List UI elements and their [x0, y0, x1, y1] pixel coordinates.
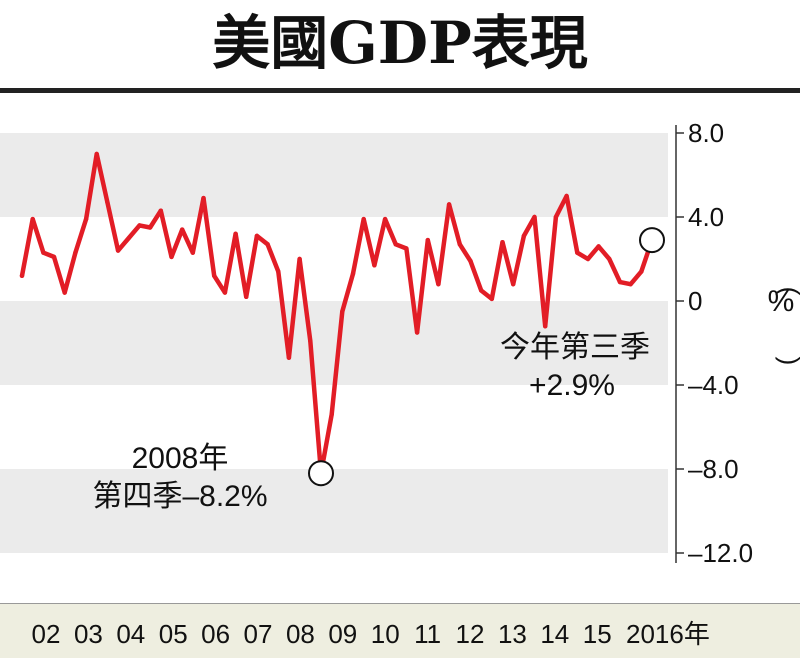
data-point: [83, 216, 89, 222]
data-point: [265, 242, 270, 247]
data-point: [457, 242, 462, 247]
data-point: [553, 214, 559, 220]
data-point: [596, 244, 601, 249]
x-tick-label: 03: [74, 619, 103, 649]
x-tick-label: 05: [159, 619, 188, 649]
unit-paren-open: (: [775, 287, 800, 296]
x-tick-label: 10: [371, 619, 400, 649]
latest-callout-circle: [639, 227, 665, 254]
data-point: [468, 258, 473, 264]
data-point: [126, 235, 131, 241]
data-point: [19, 273, 25, 278]
data-point: [446, 202, 452, 207]
data-point: [297, 256, 302, 262]
low-callout-circle: [308, 460, 334, 487]
data-point: [147, 225, 153, 230]
data-point: [628, 282, 633, 287]
data-point: [500, 240, 505, 245]
unit-label: %: [768, 285, 795, 318]
x-tick-label: 07: [244, 619, 273, 649]
x-tick-label: 11: [414, 619, 441, 649]
data-point: [169, 254, 174, 260]
y-tick-label: 0: [688, 286, 702, 316]
x-tick-label: 15: [583, 619, 612, 649]
data-point: [564, 193, 569, 199]
x-tick-label: 08: [286, 619, 315, 649]
data-point: [254, 233, 260, 239]
data-point: [233, 231, 238, 236]
unit-paren-close: ): [775, 357, 800, 366]
data-point: [436, 282, 441, 287]
data-point: [276, 269, 281, 274]
data-point: [51, 254, 57, 260]
data-point: [94, 151, 99, 157]
x-tick-label: 06: [201, 619, 230, 649]
data-point: [308, 338, 313, 344]
x-tick-label: 2016年: [626, 619, 710, 649]
latest-annotation-line2: +2.9%: [529, 369, 615, 402]
grid-band: [0, 133, 668, 217]
y-axis: 8.0 4.0 0 –4.0 –8.0 –12.0: [675, 118, 753, 568]
data-point: [489, 296, 494, 302]
data-point: [286, 355, 292, 360]
data-point: [372, 263, 377, 268]
x-tick-label: 12: [456, 619, 485, 649]
data-point: [575, 250, 580, 255]
y-tick-label: –8.0: [688, 454, 739, 484]
data-point: [425, 237, 430, 243]
x-tick-label: 13: [498, 619, 527, 649]
y-tick-label: –4.0: [688, 370, 739, 400]
data-point: [543, 324, 548, 329]
x-tick-label: 14: [540, 619, 569, 649]
data-point: [607, 256, 612, 262]
x-tick-label: 04: [116, 619, 145, 649]
x-tick-label: 09: [328, 619, 357, 649]
data-point: [62, 290, 67, 295]
data-point: [212, 273, 217, 278]
data-point: [41, 250, 46, 255]
title-rule: [0, 88, 800, 93]
data-point: [340, 309, 345, 314]
data-point: [511, 282, 516, 287]
callouts: [308, 227, 665, 487]
data-point: [137, 223, 142, 228]
data-point: [30, 216, 35, 222]
data-point: [350, 271, 356, 276]
x-axis-bar: [0, 603, 800, 658]
y-tick-label: –12.0: [688, 538, 753, 568]
data-point: [361, 216, 366, 222]
data-point: [244, 294, 249, 299]
low-annotation-line1: 2008年: [132, 442, 229, 475]
data-point: [532, 214, 537, 220]
data-point: [158, 208, 163, 213]
data-point: [201, 195, 206, 201]
data-point: [414, 330, 420, 335]
data-point: [521, 233, 527, 239]
data-point: [73, 250, 78, 255]
data-point: [190, 250, 195, 255]
data-point: [585, 256, 591, 262]
x-tick-label: 02: [32, 619, 61, 649]
data-point: [329, 412, 334, 417]
data-point: [617, 279, 623, 285]
y-tick-label: 4.0: [688, 202, 724, 232]
x-axis: 02 03 04 05 06 07 08 09 10 11 12 13 14 15 2016年: [32, 619, 710, 649]
data-point: [382, 216, 388, 222]
grid-band: [0, 469, 668, 553]
y-tick-label: 8.0: [688, 118, 724, 148]
data-point: [222, 290, 228, 295]
data-point: [105, 200, 110, 205]
data-point: [639, 269, 644, 274]
data-point: [393, 242, 398, 247]
gdp-chart: 8.0 4.0 0 –4.0 –8.0 –12.0 2008年 第四季–8.2% 今年第三…: [0, 118, 800, 568]
low-annotation-line2: 第四季–8.2%: [92, 480, 267, 513]
data-point: [479, 288, 484, 293]
latest-annotation-line1: 今年第三季: [500, 331, 650, 364]
data-point: [180, 227, 185, 232]
gdp-line: [19, 151, 655, 476]
data-point: [115, 248, 121, 253]
chart-title: 美國GDP表現: [212, 9, 588, 77]
data-point: [404, 246, 409, 251]
